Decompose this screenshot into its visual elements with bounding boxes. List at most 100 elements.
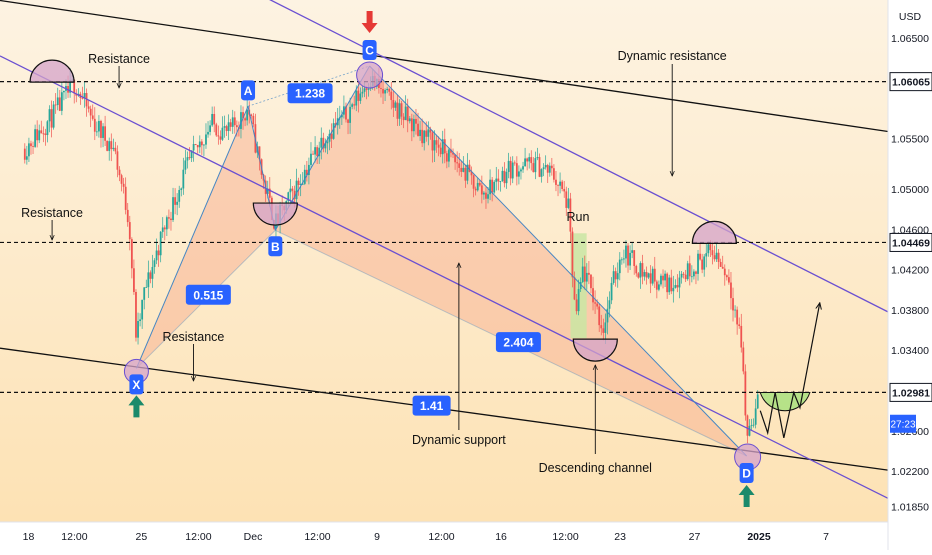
candle-body — [287, 192, 290, 202]
candle-body — [668, 277, 671, 293]
candle-body — [32, 146, 34, 147]
candle-body — [662, 275, 664, 281]
candle-body — [174, 197, 176, 205]
descending-channel-label: Descending channel — [539, 461, 652, 475]
candle-body — [297, 180, 300, 185]
candle-body — [23, 148, 26, 160]
candle-body — [157, 250, 160, 256]
candle-body — [139, 319, 141, 322]
candle-body — [515, 163, 518, 177]
candle-body — [623, 258, 625, 260]
candle-body — [732, 298, 734, 311]
candle-body — [40, 130, 43, 134]
candle-body — [734, 309, 736, 311]
candle-body — [456, 162, 459, 164]
point-label-b: B — [268, 236, 283, 257]
time-tick-label: 7 — [823, 531, 829, 543]
time-tick-label: 12:00 — [61, 531, 87, 543]
currency-label: USD — [899, 11, 922, 23]
time-tick-label: 27 — [689, 531, 701, 543]
price-tick-label: 1.03800 — [891, 305, 929, 317]
candle-body — [600, 325, 603, 329]
candle-body — [680, 273, 683, 278]
candle-body — [194, 144, 197, 145]
candle-body — [402, 116, 405, 121]
point-label-text: D — [742, 466, 751, 480]
candle-body — [725, 275, 728, 278]
candle-body — [748, 425, 751, 436]
point-label-text: X — [132, 378, 140, 392]
candle-body — [163, 227, 166, 230]
price-tick-label: 1.05500 — [891, 134, 929, 146]
candle-body — [754, 408, 757, 425]
candle-body — [472, 175, 475, 189]
candle-body — [322, 137, 325, 149]
candle-body — [310, 153, 312, 165]
candle-body — [314, 147, 316, 155]
price-tick-label: 1.06500 — [891, 33, 929, 45]
candle-body — [577, 289, 580, 312]
candle-body — [610, 282, 613, 301]
time-tick-label: 9 — [374, 531, 380, 543]
candle-body — [581, 266, 584, 283]
price-level-tag: 1.02981 — [889, 382, 932, 402]
candle-body — [433, 140, 436, 151]
candle-body — [176, 201, 179, 205]
candle-body — [493, 181, 496, 193]
candle-body — [483, 192, 485, 195]
candle-body — [528, 157, 531, 162]
candle-body — [50, 109, 53, 128]
candle-body — [485, 192, 487, 199]
candle-body — [470, 171, 473, 176]
ratio-badge: 2.404 — [495, 332, 541, 353]
candle-body — [168, 217, 170, 219]
candle-body — [219, 136, 222, 140]
candle-body — [740, 325, 743, 348]
candle-body — [118, 169, 121, 176]
candle-body — [736, 309, 739, 325]
candle-body — [709, 244, 712, 251]
candle-body — [390, 91, 393, 101]
candle-body — [423, 130, 426, 144]
candle-body — [695, 271, 697, 274]
ratio-badge: 1.41 — [412, 395, 451, 416]
dynamic-support-label: Dynamic support — [412, 433, 506, 447]
candle-body — [110, 141, 113, 150]
candle-body — [172, 197, 174, 221]
candle-body — [293, 190, 296, 200]
candle-body — [303, 169, 306, 184]
candle-body — [184, 160, 187, 170]
candle-body — [594, 302, 596, 304]
candle-body — [592, 288, 594, 303]
candle-body — [719, 261, 722, 267]
candle-body — [563, 188, 566, 192]
candle-body — [380, 87, 382, 89]
candle-body — [112, 147, 115, 150]
ratio-badge-text: 0.515 — [193, 288, 223, 302]
point-label-x: X — [129, 374, 144, 395]
candle-body — [579, 282, 582, 290]
point-label-d: D — [739, 462, 754, 483]
candle-body — [242, 112, 244, 119]
candle-body — [443, 139, 446, 154]
candle-body — [666, 273, 669, 293]
ratio-badge-text: 2.404 — [503, 336, 533, 350]
ratio-badge-bg — [495, 332, 541, 353]
candle-body — [130, 239, 133, 269]
candle-body — [332, 123, 335, 139]
candle-body — [450, 149, 452, 153]
point-c-circle — [356, 61, 384, 89]
candle-body — [728, 277, 730, 283]
candle-body — [717, 252, 720, 262]
candle-body — [532, 163, 535, 173]
candle-body — [137, 321, 139, 338]
time-tick-label: 2025 — [747, 531, 771, 543]
ratio-badge-text: 1.238 — [295, 87, 325, 101]
candle-body — [246, 109, 249, 121]
candle-body — [48, 109, 51, 122]
candle-body — [266, 188, 269, 194]
candle-body — [670, 277, 673, 292]
candle-body — [250, 114, 253, 116]
